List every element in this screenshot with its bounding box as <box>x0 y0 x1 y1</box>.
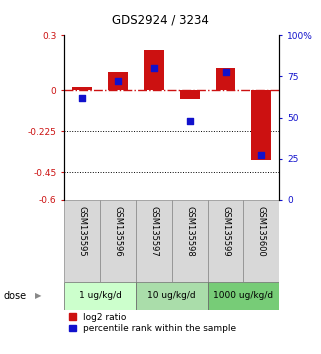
Bar <box>64 200 100 282</box>
Bar <box>144 50 164 90</box>
Text: GSM135595: GSM135595 <box>78 206 87 257</box>
Text: GSM135600: GSM135600 <box>257 206 266 257</box>
Text: GSM135599: GSM135599 <box>221 206 230 257</box>
Bar <box>100 200 136 282</box>
Bar <box>180 90 200 99</box>
Bar <box>64 282 136 310</box>
Text: ▶: ▶ <box>35 291 42 301</box>
Text: dose: dose <box>3 291 26 301</box>
Text: 1000 ug/kg/d: 1000 ug/kg/d <box>213 291 273 301</box>
Text: GSM135598: GSM135598 <box>185 206 194 257</box>
Text: GSM135596: GSM135596 <box>113 206 123 257</box>
Bar <box>136 282 208 310</box>
Bar <box>72 86 92 90</box>
Text: GDS2924 / 3234: GDS2924 / 3234 <box>112 13 209 27</box>
Bar <box>243 200 279 282</box>
Bar <box>208 200 243 282</box>
Text: GSM135597: GSM135597 <box>149 206 158 257</box>
Bar <box>251 90 271 160</box>
Bar <box>172 200 208 282</box>
Point <box>116 79 121 84</box>
Bar <box>108 72 128 90</box>
Legend: log2 ratio, percentile rank within the sample: log2 ratio, percentile rank within the s… <box>69 313 236 333</box>
Point <box>259 153 264 158</box>
Bar <box>208 282 279 310</box>
Text: 1 ug/kg/d: 1 ug/kg/d <box>79 291 121 301</box>
Point <box>187 118 192 124</box>
Point <box>223 69 228 74</box>
Bar <box>136 200 172 282</box>
Point <box>151 65 156 71</box>
Bar <box>216 68 235 90</box>
Point <box>80 95 85 101</box>
Text: 10 ug/kg/d: 10 ug/kg/d <box>147 291 196 301</box>
